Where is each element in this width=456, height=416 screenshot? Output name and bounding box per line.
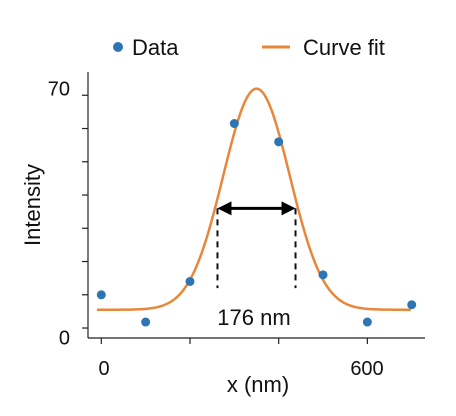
data-point-0 (96, 290, 106, 300)
y-axis-title: Intensity (20, 164, 45, 246)
fwhm-arrowhead-right (281, 201, 296, 216)
legend: Data Curve fit (113, 35, 385, 60)
legend-fit-label: Curve fit (303, 35, 385, 60)
data-point-6 (362, 317, 372, 327)
x-minor-ticks (100, 338, 368, 344)
data-point-5 (318, 270, 328, 280)
x-axis-title: x (nm) (227, 372, 289, 397)
curve-fit-line (96, 87, 411, 311)
data-point-7 (407, 300, 417, 310)
x-tick-label-0: 0 (98, 358, 109, 380)
y-tick-label-70: 70 (48, 78, 70, 100)
data-points (96, 119, 417, 327)
y-tick-label-0: 0 (59, 327, 70, 349)
axes: 0 70 0 600 x (nm) Intensity (20, 72, 425, 397)
data-point-1 (141, 317, 151, 327)
data-point-3 (229, 119, 239, 129)
x-tick-label-600: 600 (350, 358, 383, 380)
data-point-2 (185, 276, 195, 286)
y-minor-ticks (82, 94, 88, 329)
fwhm-label: 176 nm (217, 305, 290, 330)
data-point-4 (274, 137, 284, 147)
fwhm-arrowhead-left (217, 201, 232, 216)
legend-data-label: Data (132, 35, 179, 60)
fwhm-annotation: 176 nm (216, 201, 297, 330)
legend-data-marker (113, 42, 123, 52)
